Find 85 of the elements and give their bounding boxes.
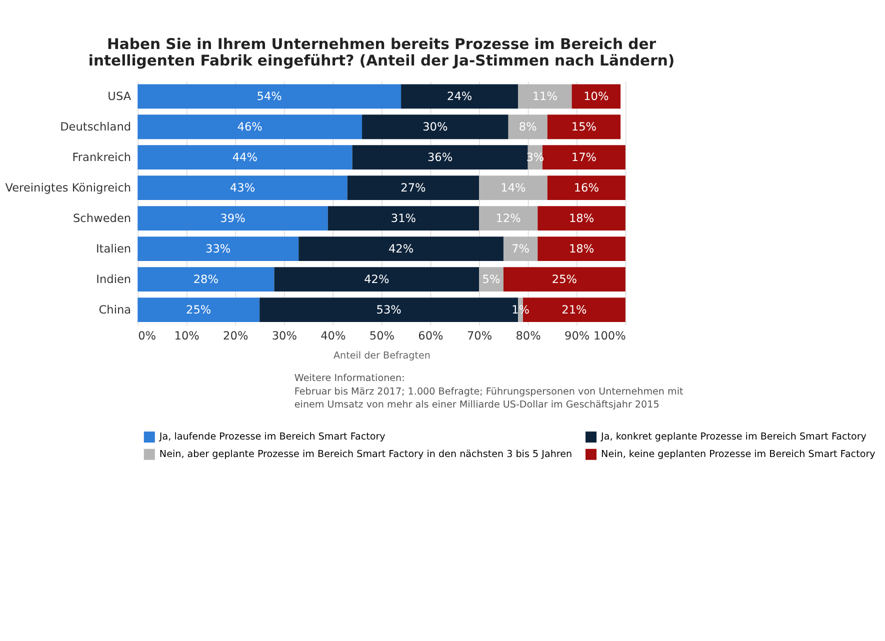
bar: [138, 114, 362, 140]
bar: [547, 114, 621, 140]
x-tick-label: 40%: [320, 328, 346, 342]
y-tick-label: Frankreich: [72, 150, 132, 164]
data-label: 10%: [584, 88, 609, 103]
bar: [138, 84, 402, 109]
legend-label: Nein, aber geplante Prozesse im Bereich Smart Factory in den nächsten 3 bis 5 Jahren: [159, 449, 572, 460]
x-axis-title: Anteil der Befragten: [333, 350, 430, 362]
data-label: 33%: [206, 241, 231, 256]
y-tick-label: Vereinigtes Königreich: [5, 180, 132, 194]
bar: [138, 176, 348, 200]
y-tick-label: Indien: [96, 272, 132, 286]
data-label: 27%: [400, 180, 426, 194]
x-tick-label: 0%: [138, 328, 156, 342]
data-label: 18%: [568, 210, 594, 225]
data-label: 12%: [496, 210, 522, 225]
data-label: 31%: [390, 210, 416, 225]
x-tick-label: 20%: [223, 328, 248, 342]
text: Weitere Informationen:: [294, 373, 405, 384]
data-label: 39%: [220, 210, 246, 225]
data-label: 46%: [237, 119, 263, 134]
bar: [503, 267, 626, 292]
bar: [401, 84, 518, 109]
data-label: 28%: [193, 272, 219, 286]
data-label: 53%: [376, 302, 402, 316]
data-label: 14%: [500, 180, 526, 194]
y-tick-label: China: [98, 302, 132, 316]
data-label: 44%: [232, 150, 258, 164]
bar: [518, 84, 572, 109]
bar: [508, 114, 548, 140]
data-label: 42%: [364, 272, 390, 286]
data-label: 36%: [427, 150, 453, 164]
bar: [274, 267, 480, 292]
bar: [479, 176, 548, 200]
bar: [328, 206, 480, 231]
bar: [352, 145, 528, 170]
bar: [542, 145, 626, 170]
data-label: 16%: [574, 180, 600, 194]
chart-title: Haben Sie in Ihrem Unternehmen bereits Prozesse im Bereich der intelligenten Fabrik eingeführt? (Anteil der Ja-Stimmen nach Ländern): [88, 36, 675, 70]
bar: [547, 176, 626, 200]
bar: [538, 236, 626, 262]
bar: [538, 206, 626, 231]
x-tick-label: 70%: [466, 328, 492, 342]
data-label: 11%: [532, 88, 558, 103]
bar: [138, 236, 299, 262]
x-tick-label: 80%: [516, 328, 542, 342]
x-tick-label: 50%: [369, 328, 395, 342]
bar: [503, 236, 538, 262]
data-label: 54%: [256, 88, 282, 103]
x-tick-label: 10%: [174, 328, 200, 342]
data-label: 43%: [230, 180, 256, 194]
data-label: 15%: [571, 119, 597, 134]
x-tick-label: 100%: [594, 328, 626, 342]
legend-label: Ja, konkret geplante Prozesse im Bereich Smart Factory: [600, 432, 867, 443]
data-label: 21%: [562, 302, 588, 316]
data-label: 1%: [512, 302, 530, 316]
data-label: 24%: [446, 88, 472, 103]
bar: [362, 114, 508, 140]
text: Februar bis März 2017; 1.000 Befragte; Führungspersonen von Unternehmen mit einem Umsatz von mehr als einer Milliarde US-Dollar im Geschäftsjahr 2015: [294, 386, 684, 410]
bar: [298, 236, 504, 262]
data-label: 17%: [571, 150, 597, 164]
x-tick-label: 60%: [418, 328, 444, 342]
data-label: 7%: [512, 241, 530, 256]
legend-label: Nein, keine geplanten Prozesse im Bereich Smart Factory: [601, 449, 876, 460]
data-label: 5%: [482, 272, 500, 286]
data-label: 42%: [388, 241, 414, 256]
data-label: 18%: [568, 241, 594, 256]
y-tick-label: Schweden: [73, 210, 132, 225]
y-tick-label: Italien: [96, 241, 132, 256]
bar: [138, 298, 260, 322]
y-tick-label: USA: [108, 88, 132, 103]
data-label: 25%: [552, 272, 578, 286]
bar: [572, 84, 621, 109]
bar: [479, 206, 538, 231]
bar: [138, 145, 352, 170]
legend-label: Ja, laufende Prozesse im Bereich Smart Factory: [158, 432, 386, 443]
bar: [138, 267, 274, 292]
data-label: 25%: [186, 302, 212, 316]
bar: [347, 176, 480, 200]
data-label: 8%: [518, 119, 538, 134]
x-tick-label: 90%: [564, 328, 590, 342]
x-tick-label: 30%: [272, 328, 298, 342]
bar: [138, 206, 328, 231]
y-tick-label: Deutschland: [60, 119, 132, 134]
data-label: 30%: [422, 119, 448, 134]
